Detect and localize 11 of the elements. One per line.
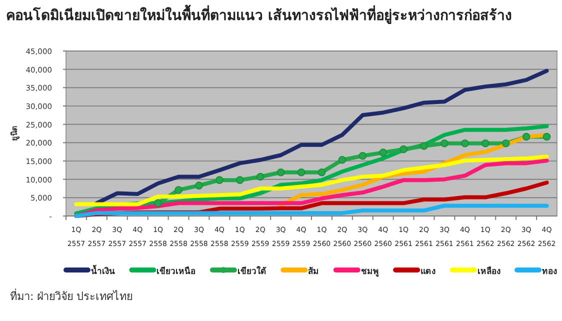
legend-label: ชมพู (360, 267, 379, 277)
y-axis-title: ยูนิต (10, 126, 20, 141)
legend-label: เขียวใต้ (237, 266, 266, 277)
chart-title: คอนโดมิเนียมเปิดขายใหม่ในพื้นที่ตามแนว เส้นทางรถไฟฟ้าที่อยู่ระหว่างการก่อสร้าง (6, 4, 512, 24)
legend-label: น้ำเงิน (91, 264, 115, 277)
legend-label: เขียวเหนือ (156, 266, 196, 277)
legend-label: ส้ม (308, 266, 320, 277)
legend-label: แดง (420, 267, 436, 277)
legend-label: ทอง (542, 267, 557, 277)
legend-label: เหลือง (477, 266, 500, 277)
text: ที่มา: ฝ่ายวิจัย ประเทศไทย (10, 288, 133, 303)
